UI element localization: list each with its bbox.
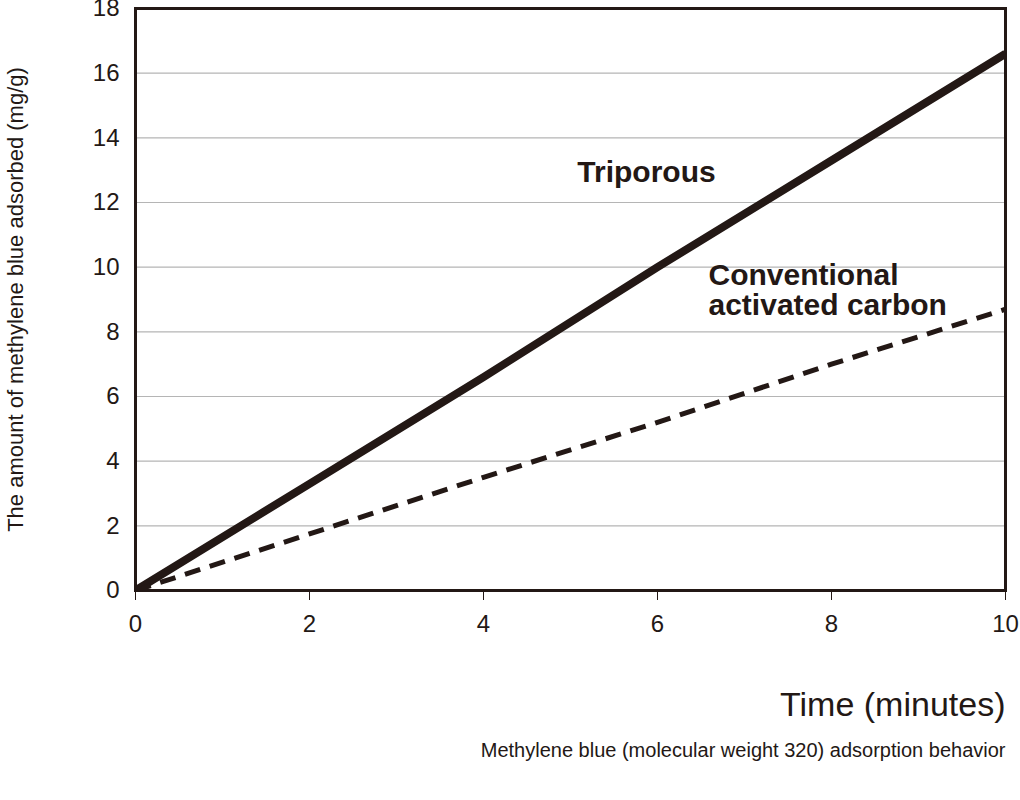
- svg-text:6: 6: [651, 610, 664, 637]
- svg-text:Methylene blue (molecular weig: Methylene blue (molecular weight 320) ad…: [481, 739, 1006, 761]
- svg-text:10: 10: [93, 253, 120, 280]
- svg-text:The amount of methylene blue a: The amount of methylene blue adsorbed (m…: [3, 67, 28, 532]
- svg-text:0: 0: [129, 610, 142, 637]
- svg-text:2: 2: [106, 512, 119, 539]
- svg-text:8: 8: [106, 318, 119, 345]
- svg-text:16: 16: [93, 59, 120, 86]
- svg-text:Conventionalactivated carbon: Conventionalactivated carbon: [709, 258, 947, 321]
- svg-text:6: 6: [106, 382, 119, 409]
- svg-text:8: 8: [825, 610, 838, 637]
- svg-text:18: 18: [93, 0, 120, 21]
- svg-text:4: 4: [477, 610, 490, 637]
- svg-text:Triporous: Triporous: [577, 155, 715, 188]
- svg-text:10: 10: [992, 610, 1019, 637]
- svg-text:4: 4: [106, 447, 119, 474]
- svg-text:12: 12: [93, 188, 120, 215]
- svg-text:Time (minutes): Time (minutes): [780, 685, 1005, 723]
- svg-text:14: 14: [93, 124, 120, 151]
- svg-text:2: 2: [303, 610, 316, 637]
- svg-text:0: 0: [106, 576, 119, 603]
